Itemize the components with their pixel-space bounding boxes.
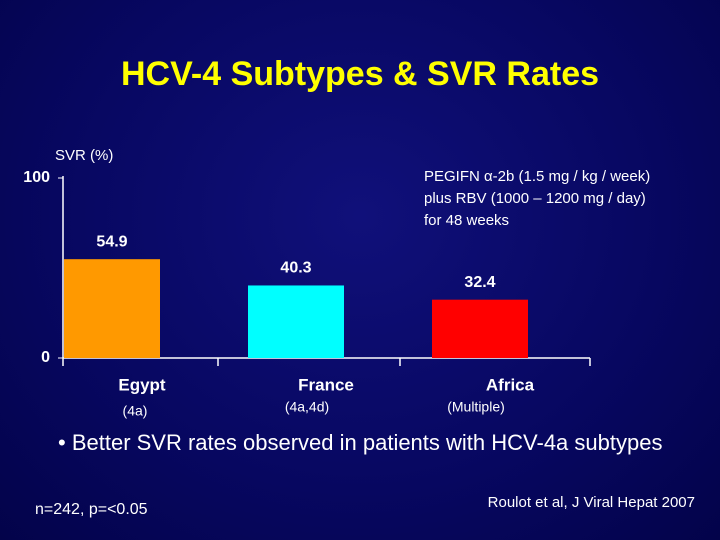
annotation-line: plus RBV (1000 – 1200 mg / day) — [424, 190, 646, 207]
x-tick-label: Egypt — [118, 375, 166, 394]
y-axis-label: SVR (%) — [55, 147, 113, 164]
source: Roulot et al, J Viral Hepat 2007 — [488, 494, 695, 511]
y-tick-label: 0 — [41, 349, 50, 366]
value-label: 32.4 — [464, 274, 495, 291]
value-label: 40.3 — [280, 260, 311, 277]
chart-title: HCV-4 Subtypes & SVR Rates — [121, 55, 599, 93]
annotation-line: PEGIFN α-2b (1.5 mg / kg / week) — [424, 168, 650, 185]
bar — [64, 259, 160, 358]
bullet-text: Better SVR rates observed in patients wi… — [71, 430, 663, 455]
x-tick-label: Africa — [486, 375, 535, 394]
bar — [248, 285, 344, 358]
category-ticks — [62, 358, 591, 366]
y-tick-label: 100 — [23, 169, 50, 186]
bullet: • Better SVR rates observed in patients … — [58, 430, 663, 455]
category-note: (Multiple) — [447, 399, 505, 415]
x-tick-label: France — [298, 375, 354, 394]
annotation: PEGIFN α-2b (1.5 mg / kg / week) plus RBV… — [424, 168, 650, 229]
bar — [432, 299, 528, 358]
category-note: (4a,4d) — [285, 399, 329, 415]
annotation-line: for 48 weeks — [424, 212, 509, 229]
footnote: n=242, p=<0.05 — [35, 501, 148, 518]
category-note: (4a) — [123, 403, 148, 419]
value-label: 54.9 — [96, 233, 127, 250]
